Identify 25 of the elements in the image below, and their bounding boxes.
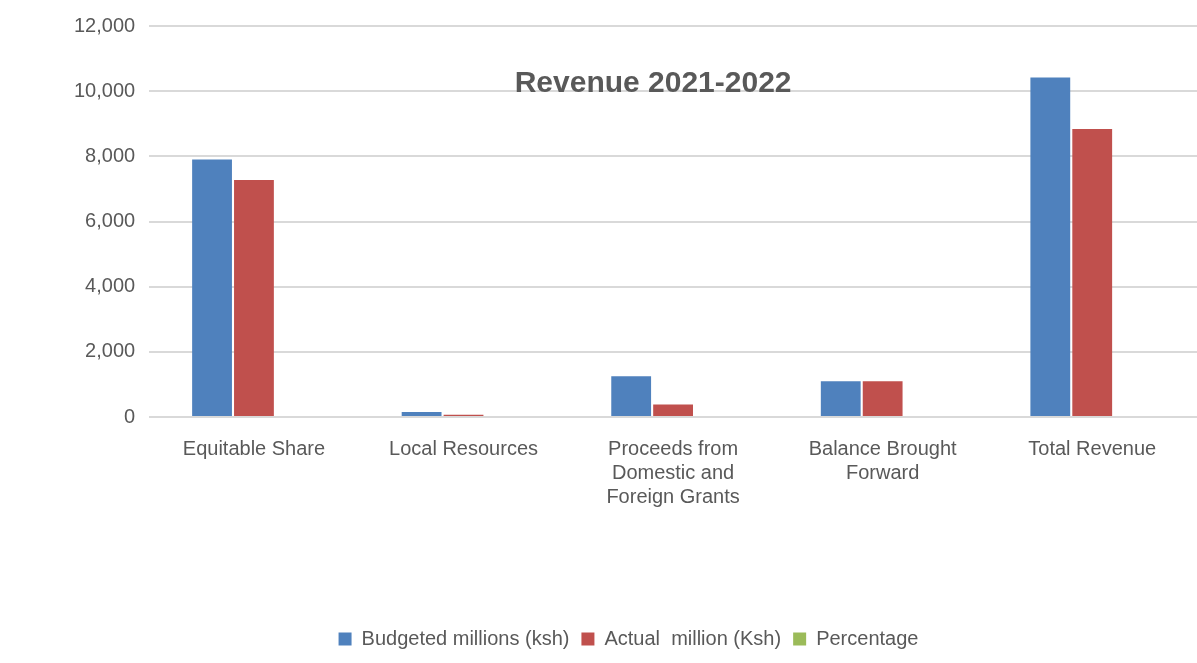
bar	[401, 412, 442, 416]
legend-label: Actual million (Ksh)	[604, 626, 782, 649]
x-tick-label: Proceeds from Domestic and Foreign Grants	[606, 436, 740, 507]
y-tick-label: 0	[124, 404, 136, 427]
x-tick-label: Equitable Share	[182, 436, 326, 459]
x-tick-label: Local Resources	[389, 436, 538, 459]
bar	[820, 381, 861, 416]
bar	[192, 159, 232, 416]
text: Revenue 2021-2022	[514, 65, 792, 99]
bar	[234, 180, 274, 416]
legend-label: Budgeted millions (ksh)	[361, 626, 570, 649]
y-tick-label: 4,000	[85, 274, 136, 297]
bar	[1072, 128, 1113, 416]
bar	[611, 376, 652, 416]
y-tick-label: 8,000	[85, 143, 136, 166]
x-tick-label: Total Revenue	[1028, 436, 1157, 459]
bar	[653, 404, 693, 416]
bar	[862, 381, 903, 416]
y-tick-label: 6,000	[85, 209, 136, 232]
y-tick-label: 10,000	[74, 78, 136, 101]
y-tick-label: 12,000	[74, 13, 136, 36]
y-tick-label: 2,000	[85, 339, 136, 362]
bar	[1030, 77, 1071, 416]
legend-label: Percentage	[816, 626, 919, 649]
x-tick-label: Balance Brought Forward	[808, 436, 958, 483]
